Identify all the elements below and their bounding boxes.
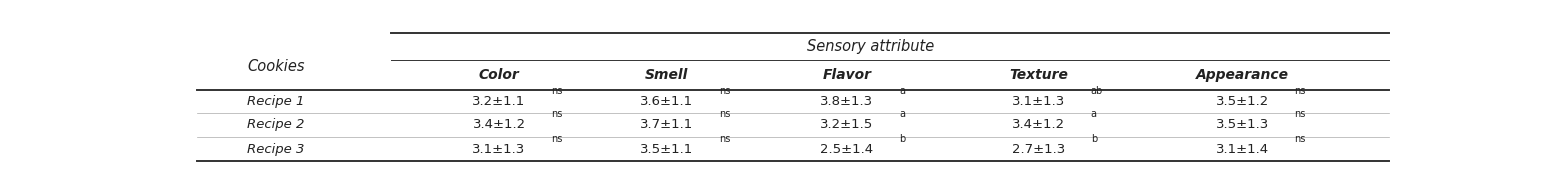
Text: 2.7±1.3: 2.7±1.3 <box>1012 143 1066 156</box>
Text: Smell: Smell <box>645 68 688 82</box>
Text: ns: ns <box>1295 109 1306 119</box>
Text: ns: ns <box>551 86 563 96</box>
Text: a: a <box>899 109 905 119</box>
Text: 3.6±1.1: 3.6±1.1 <box>640 95 693 108</box>
Text: 3.2±1.5: 3.2±1.5 <box>820 118 874 131</box>
Text: ns: ns <box>1295 134 1306 144</box>
Text: Recipe 1: Recipe 1 <box>248 95 305 108</box>
Text: 3.8±1.3: 3.8±1.3 <box>820 95 874 108</box>
Text: 3.4±1.2: 3.4±1.2 <box>472 118 526 131</box>
Text: 3.1±1.3: 3.1±1.3 <box>472 143 526 156</box>
Text: 3.1±1.3: 3.1±1.3 <box>1012 95 1066 108</box>
Text: ns: ns <box>719 86 730 96</box>
Text: Flavor: Flavor <box>823 68 871 82</box>
Text: b: b <box>1091 134 1097 144</box>
Text: Appearance: Appearance <box>1196 68 1289 82</box>
Text: b: b <box>899 134 905 144</box>
Text: 3.2±1.1: 3.2±1.1 <box>472 95 526 108</box>
Text: ab: ab <box>1091 86 1103 96</box>
Text: a: a <box>1091 109 1097 119</box>
Text: 3.4±1.2: 3.4±1.2 <box>1012 118 1066 131</box>
Text: 2.5±1.4: 2.5±1.4 <box>820 143 874 156</box>
Text: Recipe 2: Recipe 2 <box>248 118 305 131</box>
Text: Cookies: Cookies <box>248 59 305 74</box>
Text: Texture: Texture <box>1009 68 1067 82</box>
Text: ns: ns <box>1295 86 1306 96</box>
Text: ns: ns <box>551 109 563 119</box>
Text: ns: ns <box>719 134 730 144</box>
Text: ns: ns <box>719 109 730 119</box>
Text: Color: Color <box>478 68 520 82</box>
Text: 3.7±1.1: 3.7±1.1 <box>640 118 693 131</box>
Text: 3.1±1.4: 3.1±1.4 <box>1216 143 1269 156</box>
Text: Recipe 3: Recipe 3 <box>248 143 305 156</box>
Text: 3.5±1.3: 3.5±1.3 <box>1216 118 1269 131</box>
Text: a: a <box>899 86 905 96</box>
Text: 3.5±1.2: 3.5±1.2 <box>1216 95 1269 108</box>
Text: Sensory attribute: Sensory attribute <box>808 39 934 54</box>
Text: ns: ns <box>551 134 563 144</box>
Text: 3.5±1.1: 3.5±1.1 <box>640 143 693 156</box>
